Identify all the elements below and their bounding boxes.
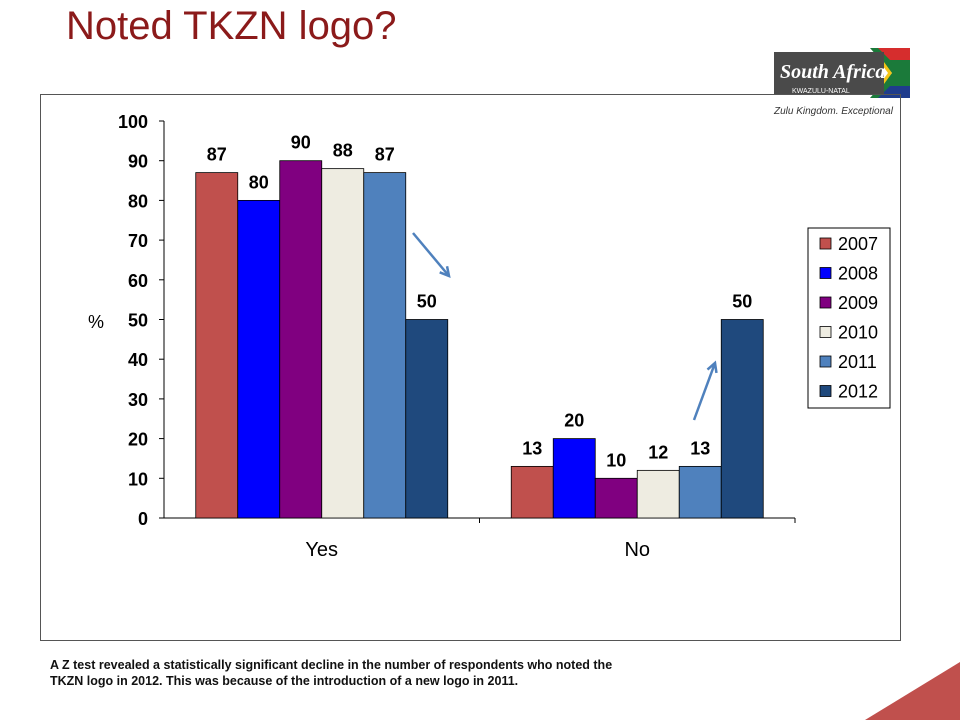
x-tick-label: Yes bbox=[305, 539, 338, 561]
svg-text:South Africa: South Africa bbox=[780, 61, 885, 83]
data-label: 13 bbox=[522, 438, 542, 458]
bar-2009-no bbox=[594, 477, 638, 519]
data-label: 12 bbox=[648, 442, 668, 462]
legend-swatch-2008 bbox=[819, 267, 832, 279]
footnote-text: A Z test revealed a statistically signif… bbox=[50, 658, 613, 688]
slide-title: Noted TKZN logo? bbox=[66, 4, 397, 48]
y-tick-label: 90 bbox=[128, 152, 148, 172]
y-tick-label: 70 bbox=[128, 231, 148, 251]
y-tick-label: 50 bbox=[128, 311, 148, 331]
bar-2010-yes bbox=[321, 168, 365, 519]
data-label: 80 bbox=[249, 172, 269, 192]
y-tick-label: 40 bbox=[128, 350, 148, 370]
legend-label-2008: 2008 bbox=[838, 264, 878, 284]
data-label: 88 bbox=[333, 141, 353, 161]
legend-swatch-2009 bbox=[819, 296, 832, 309]
legend-swatch-2012 bbox=[819, 385, 832, 397]
legend-swatch-2010 bbox=[819, 326, 832, 338]
y-tick-label: 100 bbox=[118, 112, 148, 132]
bar-2012-no bbox=[720, 319, 764, 519]
svg-text:KWAZULU-NATAL: KWAZULU-NATAL bbox=[792, 88, 850, 95]
legend-swatch-2011 bbox=[819, 355, 832, 368]
bar-2007-no bbox=[510, 465, 554, 519]
y-tick-label: 80 bbox=[128, 191, 148, 211]
data-label: 87 bbox=[375, 145, 395, 165]
data-label: 87 bbox=[207, 145, 227, 165]
legend-box bbox=[807, 227, 891, 409]
south-africa-logo: South Africa KWAZULU-NATAL Zulu Kingdom.… bbox=[770, 48, 910, 120]
legend-swatch-2007 bbox=[819, 237, 832, 250]
increase-arrow-head bbox=[706, 360, 718, 374]
data-label: 20 bbox=[564, 411, 584, 431]
increase-arrow bbox=[692, 362, 717, 421]
corner-accent bbox=[865, 662, 960, 720]
bar-2011-no bbox=[678, 465, 722, 519]
data-label: 50 bbox=[732, 292, 752, 312]
decline-arrow bbox=[412, 232, 450, 277]
legend-label-2007: 2007 bbox=[838, 234, 878, 254]
y-axis-label: % bbox=[88, 312, 104, 332]
x-tick-label: No bbox=[624, 539, 650, 561]
y-tick-label: 60 bbox=[128, 271, 148, 291]
y-tick-label: 10 bbox=[128, 469, 148, 489]
bar-2008-yes bbox=[237, 199, 281, 519]
legend-label-2009: 2009 bbox=[838, 293, 878, 313]
legend-label-2010: 2010 bbox=[838, 323, 878, 343]
y-tick-label: 30 bbox=[128, 390, 148, 410]
bar-2009-yes bbox=[279, 160, 323, 519]
bar-2008-no bbox=[552, 438, 596, 519]
data-label: 50 bbox=[417, 292, 437, 312]
y-tick-label: 20 bbox=[128, 430, 148, 450]
bar-2007-yes bbox=[195, 172, 239, 519]
bar-2011-yes bbox=[363, 172, 407, 519]
legend-label-2012: 2012 bbox=[838, 382, 878, 402]
legend-label-2011: 2011 bbox=[838, 352, 877, 372]
decline-arrow-head bbox=[439, 265, 451, 278]
data-label: 90 bbox=[291, 133, 311, 153]
data-label: 13 bbox=[690, 438, 710, 458]
y-tick-label: 0 bbox=[138, 509, 148, 529]
data-label: 10 bbox=[606, 450, 626, 470]
chart-frame bbox=[40, 94, 901, 641]
bar-2010-no bbox=[636, 469, 680, 519]
bar-2012-yes bbox=[405, 319, 449, 519]
svg-text:Zulu Kingdom. Exceptional: Zulu Kingdom. Exceptional bbox=[773, 106, 894, 117]
